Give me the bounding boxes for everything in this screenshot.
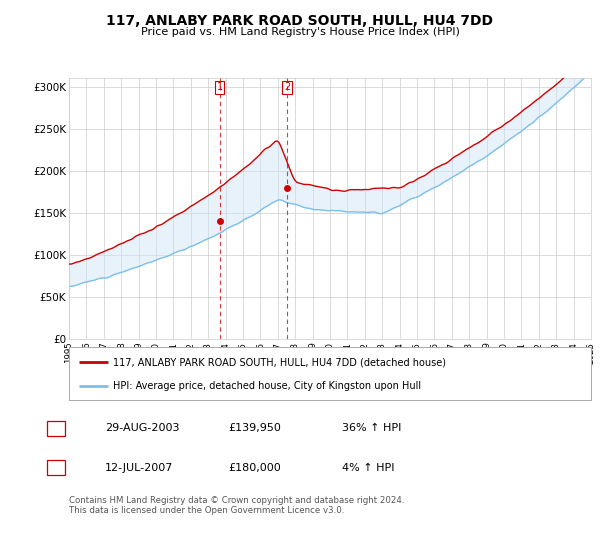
Text: 29-AUG-2003: 29-AUG-2003 [105, 423, 179, 433]
Text: 12-JUL-2007: 12-JUL-2007 [105, 463, 173, 473]
Text: 117, ANLABY PARK ROAD SOUTH, HULL, HU4 7DD: 117, ANLABY PARK ROAD SOUTH, HULL, HU4 7… [107, 14, 493, 28]
Text: 2: 2 [52, 463, 59, 473]
Text: 2: 2 [284, 82, 290, 92]
Text: £139,950: £139,950 [228, 423, 281, 433]
Text: 1: 1 [52, 423, 59, 433]
Text: 1: 1 [217, 82, 223, 92]
Text: 36% ↑ HPI: 36% ↑ HPI [342, 423, 401, 433]
Text: Contains HM Land Registry data © Crown copyright and database right 2024.
This d: Contains HM Land Registry data © Crown c… [69, 496, 404, 515]
Text: Price paid vs. HM Land Registry's House Price Index (HPI): Price paid vs. HM Land Registry's House … [140, 27, 460, 38]
Text: HPI: Average price, detached house, City of Kingston upon Hull: HPI: Average price, detached house, City… [113, 380, 421, 390]
Text: 117, ANLABY PARK ROAD SOUTH, HULL, HU4 7DD (detached house): 117, ANLABY PARK ROAD SOUTH, HULL, HU4 7… [113, 357, 446, 367]
Text: 4% ↑ HPI: 4% ↑ HPI [342, 463, 395, 473]
Text: £180,000: £180,000 [228, 463, 281, 473]
